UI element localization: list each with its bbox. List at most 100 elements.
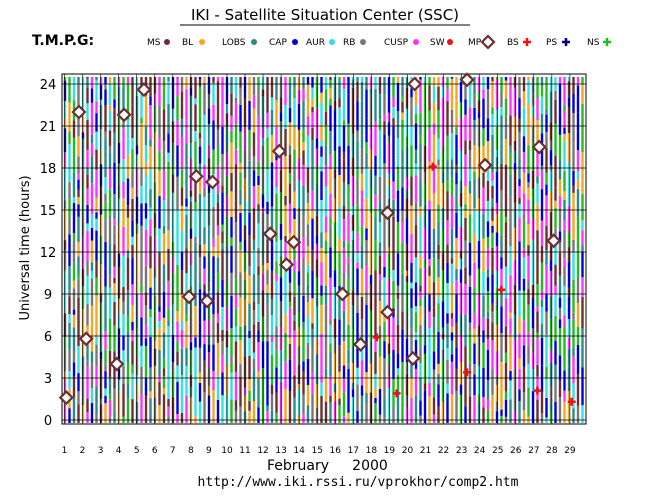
point-mp <box>271 143 287 159</box>
x-tick-label: 21 <box>420 446 431 456</box>
legend-marker-ps <box>562 38 570 46</box>
point-mp <box>262 226 278 242</box>
point-mp <box>136 82 152 98</box>
footer-url: http://www.iki.rssi.ru/vprokhor/comp2.ht… <box>198 475 519 490</box>
legend-label-ps: PS <box>546 38 557 48</box>
x-tick-label: 29 <box>564 446 576 456</box>
x-tick-label: 3 <box>98 446 104 456</box>
x-tick-label: 12 <box>257 446 268 456</box>
point-mp <box>204 174 221 190</box>
point-mp <box>109 356 125 372</box>
x-tick-label: 27 <box>528 446 539 456</box>
x-tick-label: 8 <box>188 446 194 456</box>
point-bs <box>497 285 506 294</box>
legend-label-mp: MP <box>468 38 482 48</box>
point-mp <box>352 336 369 352</box>
x-axis-month: February <box>267 458 329 474</box>
point-mp <box>407 76 423 92</box>
plot-frame <box>61 73 587 425</box>
point-mp-bg <box>110 358 123 370</box>
x-tick-label: 25 <box>492 446 503 456</box>
point-bs <box>463 368 472 377</box>
legend-marker-aur <box>329 39 335 45</box>
y-axis-label: Universal time (hours) <box>18 175 33 320</box>
x-tick-label: 10 <box>221 446 233 456</box>
x-tick-label: 11 <box>239 446 250 456</box>
point-mp-bg <box>273 145 286 158</box>
point-mp-bg <box>183 290 196 303</box>
x-tick-label: 19 <box>384 446 396 456</box>
legend-marker-ns <box>603 38 611 46</box>
y-tick-label: 21 <box>40 120 57 135</box>
x-tick-label: 28 <box>546 446 558 456</box>
point-mp <box>405 350 421 366</box>
x-tick-label: 20 <box>402 446 414 456</box>
y-tick-label: 24 <box>40 78 57 93</box>
y-tick-label: 9 <box>44 288 52 303</box>
x-tick-label: 14 <box>293 446 305 456</box>
x-axis: 1 2 3 4 5 6 7 8 9 10 11 12 13 14 15 16 17 18 19 20 21 22 23 24 2… <box>62 446 576 456</box>
point-mp <box>477 157 493 173</box>
legend-label-lobs: LOBS <box>222 38 246 48</box>
y-tick-label: 6 <box>44 330 52 345</box>
point-mp-bg <box>479 159 492 172</box>
legend-label-ms: MS <box>147 38 161 48</box>
point-mp <box>78 331 94 347</box>
legend-marker-ms <box>164 39 170 45</box>
x-axis-year: 2000 <box>352 458 388 474</box>
legend-marker-lobs <box>251 39 257 45</box>
legend-marker-sw <box>447 39 453 45</box>
legend-marker-cap <box>292 39 298 45</box>
x-tick-label: 18 <box>366 446 378 456</box>
data-stripes <box>63 77 584 423</box>
legend-label-ns: NS <box>587 38 600 48</box>
chart-marks <box>58 72 576 406</box>
point-bs <box>567 397 576 406</box>
point-mp <box>116 107 132 123</box>
x-tick-label: 16 <box>330 446 342 456</box>
x-tick-label: 26 <box>510 446 522 456</box>
x-tick-label: 2 <box>80 446 86 456</box>
y-axis: 0 3 6 9 12 15 18 21 24 <box>40 78 57 429</box>
x-tick-label: 4 <box>116 446 122 456</box>
y-tick-label: 18 <box>40 162 57 177</box>
x-tick-label: 24 <box>474 446 486 456</box>
point-mp <box>531 139 547 155</box>
point-mp <box>181 289 197 305</box>
y-tick-label: 3 <box>44 372 52 387</box>
x-tick-label: 23 <box>456 446 467 456</box>
legend: MS BL LOBS CAP AUR RB CUSP SW MP BS PS NS <box>147 34 611 50</box>
point-mp-bg <box>137 83 150 96</box>
x-tick-label: 9 <box>206 446 212 456</box>
x-tick-label: 15 <box>311 446 322 456</box>
tmpg-label: T.M.P.G: <box>32 33 94 49</box>
point-bs <box>392 389 401 398</box>
x-tick-label: 13 <box>275 446 286 456</box>
point-mp-bg <box>533 141 546 153</box>
x-tick-label: 17 <box>348 446 359 456</box>
legend-label-cusp: CUSP <box>384 38 409 48</box>
point-mp-bg <box>201 295 214 307</box>
point-bs <box>428 162 437 171</box>
y-tick-label: 12 <box>40 246 57 261</box>
legend-label-aur: AUR <box>306 38 325 48</box>
legend-marker-bs <box>523 38 531 46</box>
x-tick-label: 22 <box>438 446 449 456</box>
x-tick-label: 6 <box>152 446 158 456</box>
legend-label-rb: RB <box>343 38 355 48</box>
point-bs <box>533 386 542 395</box>
y-tick-label: 15 <box>40 204 57 219</box>
point-mp <box>278 257 295 273</box>
legend-marker-bl <box>199 39 205 45</box>
x-tick-label: 7 <box>170 446 176 456</box>
point-mp <box>380 205 396 221</box>
point-mp <box>199 293 215 309</box>
point-mp <box>71 104 87 120</box>
legend-label-cap: CAP <box>269 38 287 48</box>
point-mp-bg <box>264 227 277 240</box>
point-mp <box>546 233 562 249</box>
y-tick-label: 0 <box>44 414 52 429</box>
point-mp <box>459 72 475 88</box>
legend-label-sw: SW <box>430 38 445 48</box>
x-tick-label: 1 <box>62 446 68 456</box>
